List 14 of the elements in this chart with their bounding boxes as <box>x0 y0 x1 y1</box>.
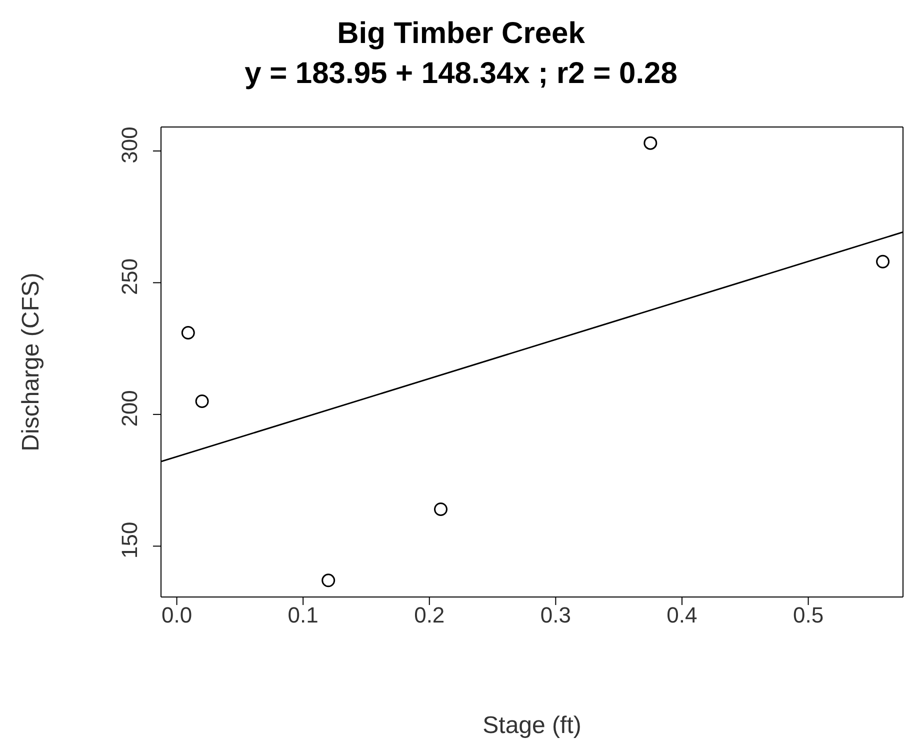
y-tick-label: 200 <box>117 390 142 427</box>
y-tick-label: 150 <box>117 522 142 559</box>
x-tick-label: 0.1 <box>288 602 318 628</box>
chart-title: Big Timber Creek <box>336 16 586 52</box>
x-axis-title: Stage (ft) <box>482 712 582 739</box>
x-tick-label: 0.5 <box>792 602 824 628</box>
y-tick-label: 250 <box>117 258 142 296</box>
x-tick-label: 0.2 <box>414 602 445 628</box>
x-tick-label: 0.4 <box>666 602 698 628</box>
y-axis-title: Discharge (CFS) <box>18 272 45 452</box>
y-tick-label: 300 <box>117 126 142 164</box>
x-tick-label: 0.0 <box>161 602 192 628</box>
chart-subtitle: y = 183.95 + 148.34x ; r2 = 0.28 <box>244 56 678 92</box>
x-tick-label: 0.3 <box>540 602 571 628</box>
